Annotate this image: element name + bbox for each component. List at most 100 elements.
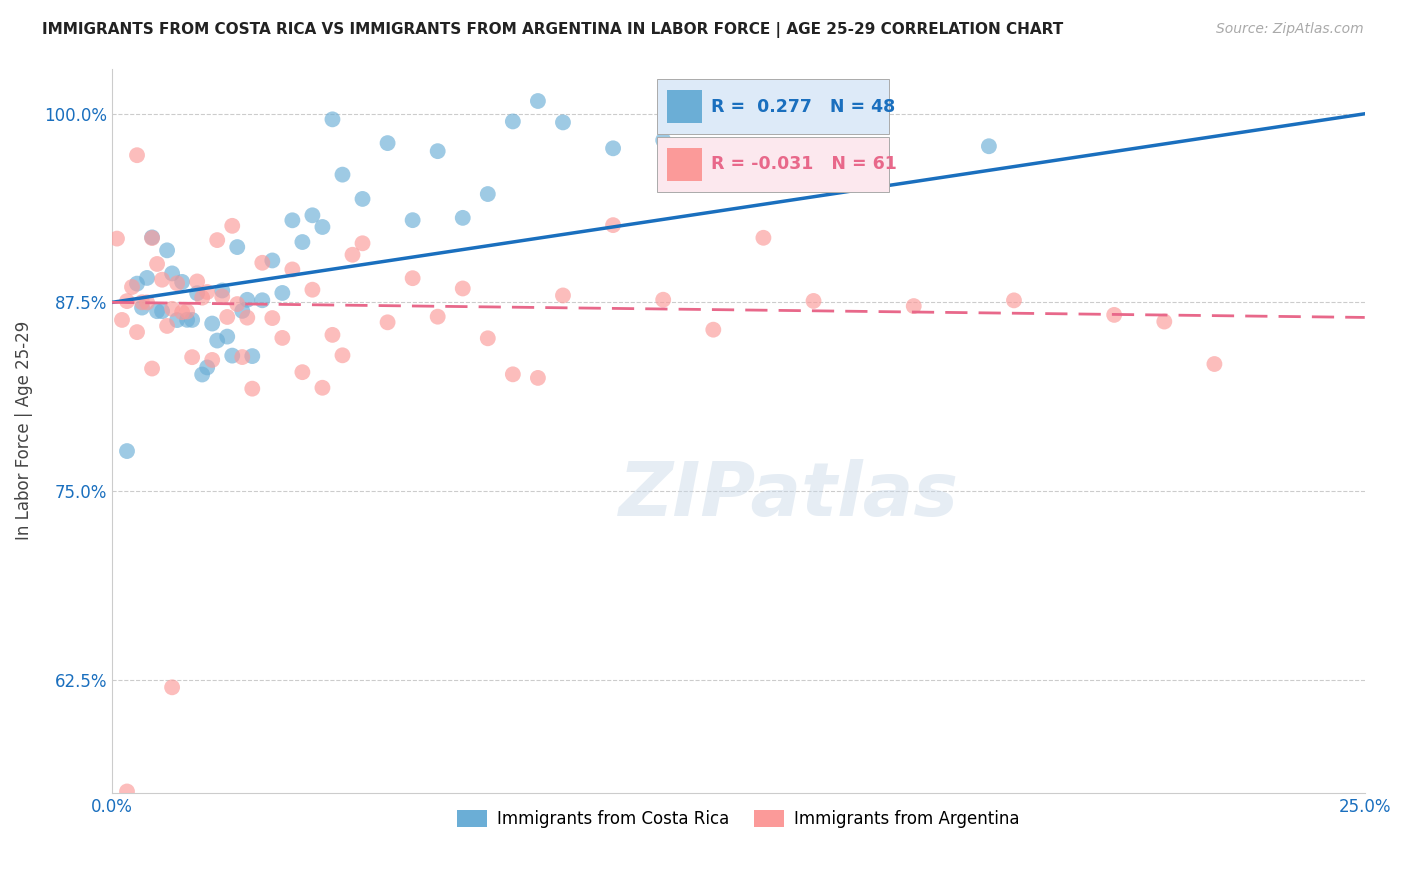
Point — [211, 284, 233, 298]
Point — [291, 235, 314, 249]
Point — [502, 368, 524, 382]
Point — [205, 334, 228, 348]
Point — [342, 248, 364, 262]
Point — [160, 681, 183, 695]
Point — [1002, 293, 1025, 308]
Point — [191, 291, 214, 305]
Point — [181, 313, 204, 327]
Y-axis label: In Labor Force | Age 25-29: In Labor Force | Age 25-29 — [15, 321, 32, 541]
Point — [352, 236, 374, 251]
Point — [121, 280, 143, 294]
Point — [236, 293, 259, 307]
Point — [141, 231, 163, 245]
Text: Source: ZipAtlas.com: Source: ZipAtlas.com — [1216, 22, 1364, 37]
Point — [195, 360, 218, 375]
Point — [977, 139, 1000, 153]
FancyBboxPatch shape — [666, 90, 702, 123]
Point — [136, 295, 159, 310]
Point — [156, 318, 179, 333]
Point — [551, 288, 574, 302]
Point — [105, 231, 128, 245]
Point — [146, 304, 169, 318]
Point — [125, 148, 148, 162]
Point — [502, 114, 524, 128]
Point — [231, 350, 253, 364]
Point — [477, 187, 499, 202]
Point — [115, 294, 138, 309]
Point — [252, 293, 274, 308]
Point — [262, 311, 284, 326]
Point — [401, 213, 423, 227]
Point — [332, 348, 354, 362]
Point — [136, 271, 159, 285]
Point — [236, 310, 259, 325]
Point — [321, 112, 343, 127]
Point — [226, 297, 249, 311]
Point — [271, 285, 294, 300]
Point — [141, 230, 163, 244]
Point — [311, 219, 333, 234]
Point — [131, 301, 153, 315]
Point — [115, 784, 138, 798]
Point — [527, 371, 550, 385]
Point — [551, 115, 574, 129]
Point — [160, 267, 183, 281]
Point — [150, 273, 173, 287]
Point — [401, 271, 423, 285]
Point — [150, 304, 173, 318]
Point — [426, 144, 449, 158]
Point — [172, 275, 194, 289]
Point — [176, 304, 198, 318]
Point — [191, 368, 214, 382]
Point — [201, 353, 224, 368]
Point — [903, 299, 925, 313]
Point — [221, 349, 243, 363]
Point — [1153, 315, 1175, 329]
Point — [652, 133, 675, 147]
Point — [146, 257, 169, 271]
Point — [160, 301, 183, 316]
Point — [201, 317, 224, 331]
Point — [205, 233, 228, 247]
Point — [702, 323, 724, 337]
Point — [195, 285, 218, 299]
Point — [602, 218, 624, 232]
Point — [141, 361, 163, 376]
Point — [451, 281, 474, 295]
Point — [166, 313, 188, 327]
Text: IMMIGRANTS FROM COSTA RICA VS IMMIGRANTS FROM ARGENTINA IN LABOR FORCE | AGE 25-: IMMIGRANTS FROM COSTA RICA VS IMMIGRANTS… — [42, 22, 1063, 38]
Text: ZIPatlas: ZIPatlas — [619, 459, 959, 533]
Point — [652, 293, 675, 307]
Point — [1204, 357, 1226, 371]
Point — [252, 256, 274, 270]
Point — [281, 262, 304, 277]
Point — [451, 211, 474, 225]
Point — [311, 381, 333, 395]
Point — [125, 325, 148, 339]
Point — [217, 310, 239, 324]
Point — [321, 327, 343, 342]
FancyBboxPatch shape — [657, 137, 889, 192]
Point — [226, 240, 249, 254]
Point — [352, 192, 374, 206]
Point — [131, 295, 153, 310]
Point — [172, 305, 194, 319]
Point — [301, 283, 323, 297]
Point — [752, 178, 775, 192]
Point — [271, 331, 294, 345]
Point — [752, 231, 775, 245]
Point — [281, 213, 304, 227]
FancyBboxPatch shape — [666, 148, 702, 181]
Point — [186, 275, 208, 289]
Point — [176, 313, 198, 327]
Point — [181, 350, 204, 364]
Point — [852, 149, 875, 163]
Point — [377, 136, 399, 150]
Point — [217, 329, 239, 343]
Point — [221, 219, 243, 233]
Point — [377, 315, 399, 329]
Point — [426, 310, 449, 324]
Point — [111, 313, 134, 327]
Text: R =  0.277   N = 48: R = 0.277 N = 48 — [711, 97, 896, 116]
Point — [186, 286, 208, 301]
